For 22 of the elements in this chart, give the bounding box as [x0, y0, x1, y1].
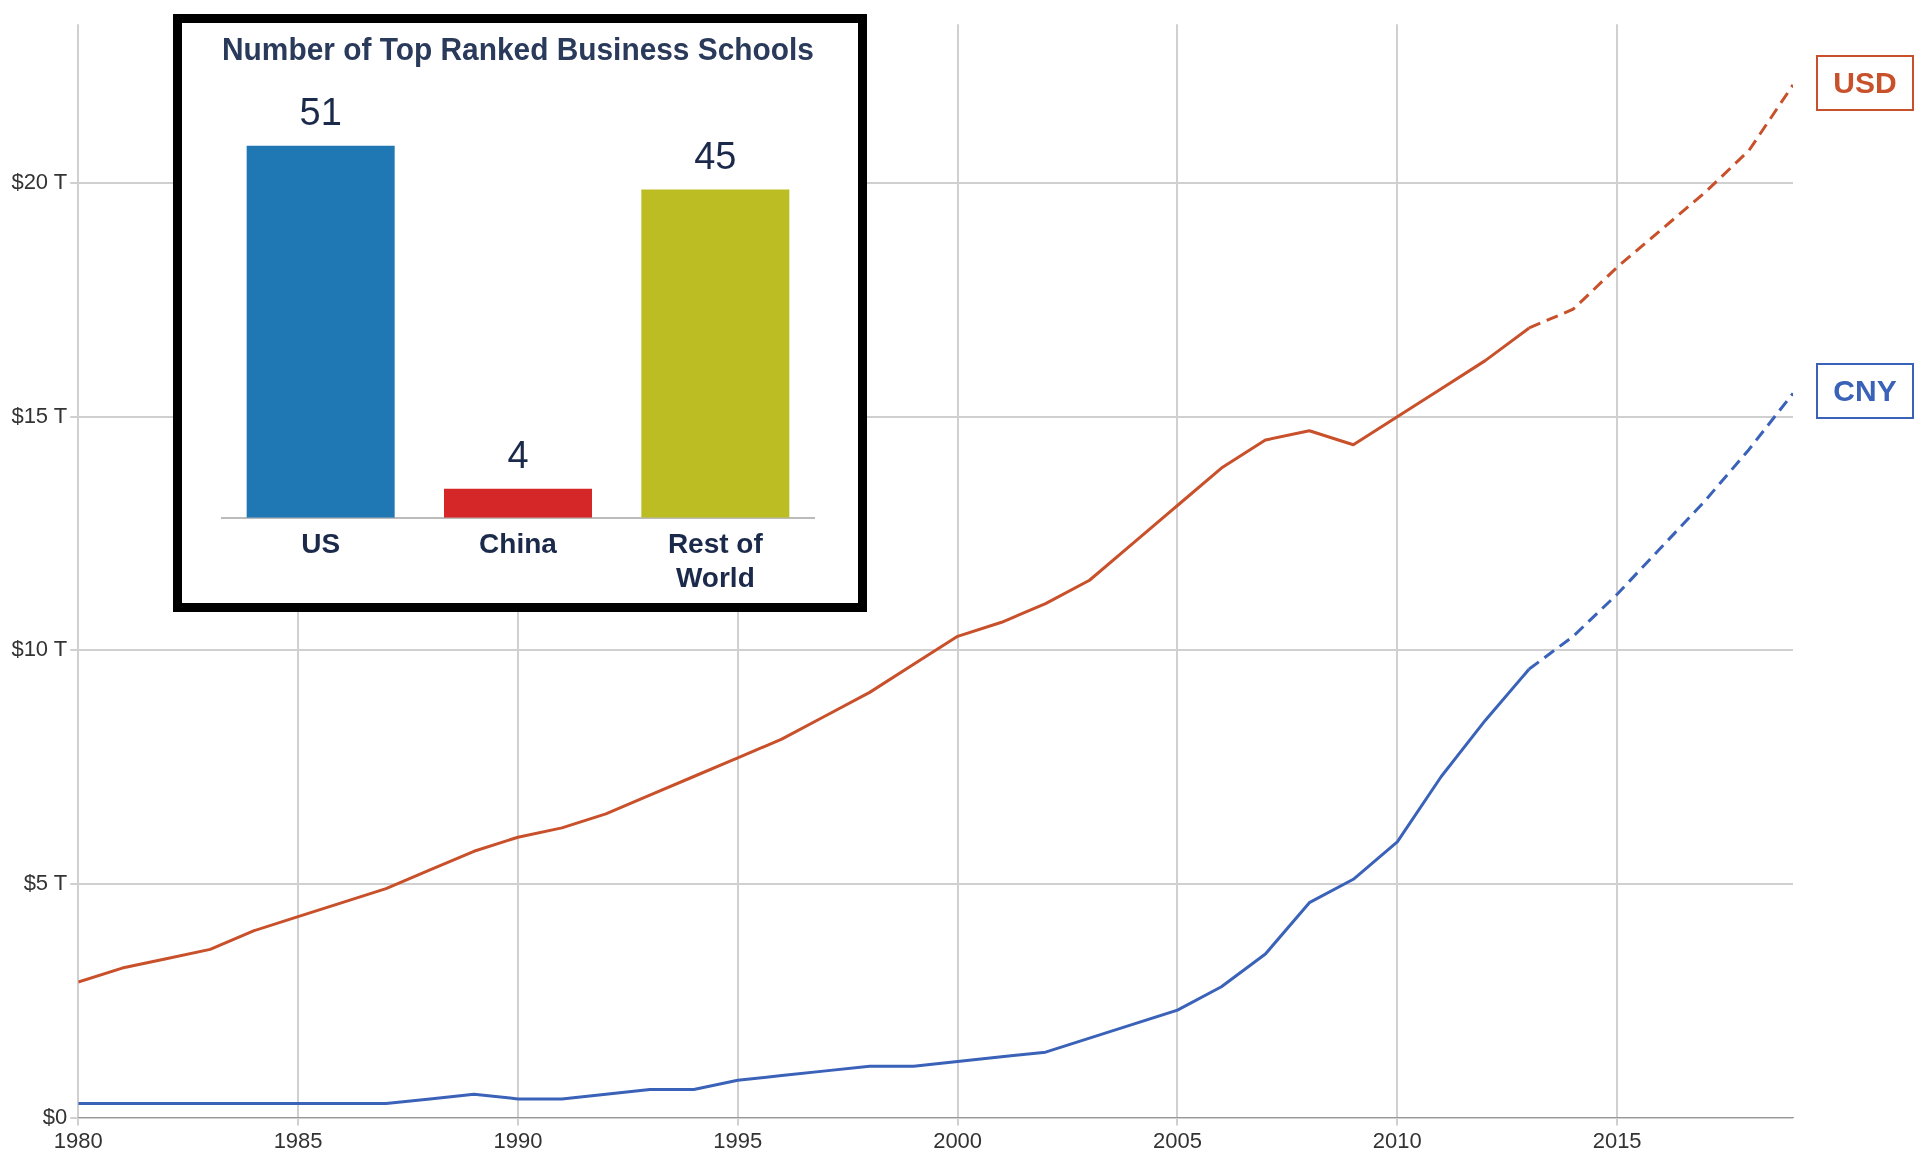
x-tick-label: 2005 — [1152, 1127, 1202, 1152]
text: CNY — [1816, 363, 1914, 420]
chart-title: Number of Top Ranked Business Schools — [222, 31, 814, 68]
y-tick-label: $10 T — [11, 636, 68, 662]
text: USD — [1816, 54, 1914, 111]
y-tick-label: $0 — [42, 1103, 68, 1129]
x-tick-label: Rest of World — [667, 528, 764, 593]
x-tick-label: 2000 — [933, 1127, 983, 1152]
x-tick-label: 1995 — [713, 1127, 763, 1152]
x-tick-label: 2015 — [1592, 1127, 1642, 1152]
y-tick-label: $5 T — [23, 870, 68, 896]
y-tick-label: $20 T — [11, 169, 68, 195]
x-tick-label: US — [301, 528, 341, 560]
x-tick-label: 1985 — [273, 1127, 323, 1152]
x-tick-label: 1990 — [493, 1127, 543, 1152]
y-tick-label: $15 T — [11, 402, 68, 428]
data-label: 45 — [694, 135, 737, 178]
x-tick-label: 2010 — [1372, 1127, 1422, 1152]
data-label: 51 — [299, 91, 342, 134]
data-label: 4 — [507, 434, 529, 477]
x-tick-label: 1980 — [53, 1127, 103, 1152]
x-tick-label: China — [479, 528, 558, 560]
